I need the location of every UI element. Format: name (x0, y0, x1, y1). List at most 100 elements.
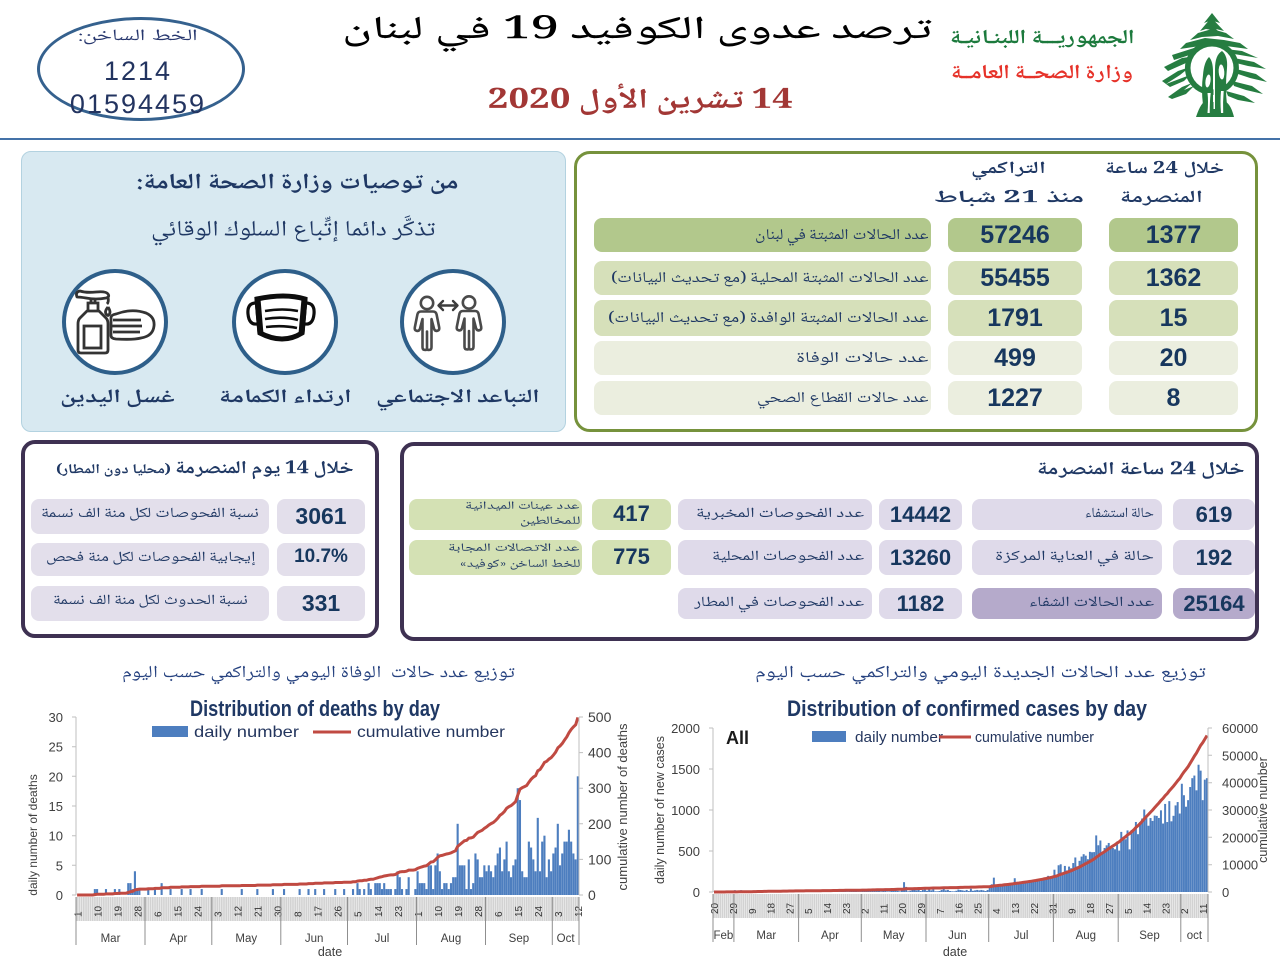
svg-text:28: 28 (474, 905, 485, 917)
svg-text:Aug: Aug (1076, 930, 1096, 942)
svg-text:3: 3 (214, 911, 225, 917)
svg-text:20: 20 (49, 769, 63, 784)
svg-text:300: 300 (588, 780, 612, 796)
svg-text:500: 500 (588, 709, 612, 725)
svg-text:Apr: Apr (169, 933, 187, 945)
svg-text:31: 31 (1049, 902, 1060, 914)
svg-text:5: 5 (354, 911, 365, 917)
svg-text:daily number: daily number (194, 724, 300, 741)
svg-text:23: 23 (1161, 902, 1172, 914)
svg-text:10: 10 (49, 829, 63, 844)
svg-text:23: 23 (842, 902, 853, 914)
svg-text:1500: 1500 (671, 762, 700, 777)
svg-text:4: 4 (992, 908, 1003, 914)
svg-text:15: 15 (514, 905, 525, 917)
svg-text:27: 27 (785, 902, 796, 914)
svg-text:30: 30 (49, 710, 63, 725)
svg-text:0: 0 (1222, 885, 1229, 900)
svg-text:Distribution of confirmed case: Distribution of confirmed cases by day (787, 696, 1148, 721)
svg-text:40000: 40000 (1222, 776, 1258, 791)
svg-text:60000: 60000 (1222, 721, 1258, 736)
svg-text:19: 19 (113, 905, 124, 917)
svg-text:14: 14 (374, 905, 385, 917)
svg-text:2000: 2000 (671, 721, 700, 736)
svg-text:29: 29 (729, 902, 740, 914)
svg-text:21: 21 (254, 905, 265, 917)
svg-text:Mar: Mar (101, 933, 121, 945)
svg-text:2: 2 (861, 908, 872, 914)
svg-text:20000: 20000 (1222, 830, 1258, 845)
svg-text:200: 200 (588, 816, 612, 832)
svg-text:25: 25 (973, 902, 984, 914)
svg-text:daily number of new cases: daily number of new cases (653, 736, 667, 884)
svg-text:Apr: Apr (821, 930, 839, 942)
svg-text:6: 6 (153, 911, 164, 917)
svg-text:100: 100 (588, 851, 612, 867)
svg-text:oct: oct (1187, 930, 1203, 942)
svg-text:Jul: Jul (1014, 930, 1029, 942)
svg-text:5: 5 (56, 858, 63, 873)
svg-text:30000: 30000 (1222, 803, 1258, 818)
svg-text:10: 10 (93, 905, 104, 917)
svg-text:cumulative number: cumulative number (975, 730, 1094, 746)
svg-text:Jul: Jul (375, 933, 390, 945)
svg-text:23: 23 (394, 905, 405, 917)
svg-text:date: date (943, 945, 967, 959)
svg-text:Jun: Jun (305, 933, 324, 945)
svg-text:cumulative number of deaths: cumulative number of deaths (615, 723, 630, 890)
svg-text:30: 30 (274, 905, 285, 917)
svg-text:26: 26 (334, 905, 345, 917)
svg-text:Sep: Sep (509, 933, 529, 945)
svg-text:7: 7 (936, 908, 947, 914)
svg-text:27: 27 (1105, 902, 1116, 914)
svg-text:28: 28 (133, 905, 144, 917)
svg-text:Sep: Sep (1139, 930, 1159, 942)
svg-text:15: 15 (49, 799, 63, 814)
svg-text:1: 1 (414, 911, 425, 917)
svg-text:cumulative number: cumulative number (1256, 757, 1270, 863)
svg-text:12: 12 (234, 905, 245, 917)
svg-text:1000: 1000 (671, 803, 700, 818)
svg-text:All: All (726, 728, 749, 748)
svg-text:0: 0 (693, 885, 700, 900)
svg-text:11: 11 (1199, 903, 1210, 914)
svg-text:6: 6 (494, 911, 505, 917)
svg-text:29: 29 (917, 902, 928, 914)
svg-text:17: 17 (314, 905, 325, 917)
svg-text:20: 20 (710, 902, 721, 914)
svg-text:20: 20 (898, 902, 909, 914)
svg-text:daily number: daily number (855, 730, 943, 746)
svg-text:25: 25 (49, 740, 63, 755)
svg-text:0: 0 (588, 887, 596, 903)
svg-text:Aug: Aug (441, 933, 461, 945)
svg-text:24: 24 (194, 905, 205, 917)
svg-text:14: 14 (1143, 902, 1154, 914)
svg-text:5: 5 (804, 908, 815, 914)
svg-text:Distribution of deaths by day: Distribution of deaths by day (190, 696, 441, 721)
svg-text:May: May (883, 930, 905, 942)
svg-text:1: 1 (73, 911, 84, 917)
svg-text:16: 16 (955, 902, 966, 914)
svg-text:5: 5 (1124, 908, 1135, 914)
svg-text:10000: 10000 (1222, 858, 1258, 873)
svg-text:0: 0 (56, 888, 63, 903)
svg-text:15: 15 (174, 905, 185, 917)
svg-text:50000: 50000 (1222, 748, 1258, 763)
svg-text:14: 14 (823, 902, 834, 914)
svg-text:19: 19 (454, 905, 465, 917)
svg-text:8: 8 (294, 911, 305, 917)
svg-text:12: 12 (574, 905, 585, 917)
svg-text:13: 13 (1011, 902, 1022, 914)
svg-text:3: 3 (554, 911, 565, 917)
svg-text:daily number of deaths: daily number of deaths (26, 774, 40, 895)
svg-text:cumulative number: cumulative number (357, 724, 506, 741)
svg-text:Mar: Mar (756, 930, 776, 942)
svg-text:date: date (318, 945, 342, 959)
svg-text:Jun: Jun (948, 930, 967, 942)
svg-text:400: 400 (588, 745, 612, 761)
svg-text:22: 22 (1030, 902, 1041, 914)
svg-text:11: 11 (879, 903, 890, 914)
svg-text:18: 18 (1086, 902, 1097, 914)
svg-text:Feb: Feb (713, 930, 733, 942)
svg-text:10: 10 (434, 905, 445, 917)
